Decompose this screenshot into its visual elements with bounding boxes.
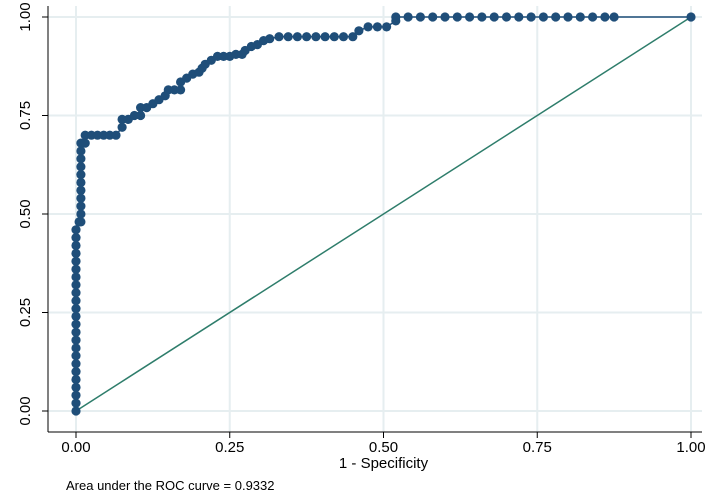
roc-point (415, 12, 425, 22)
roc-point (563, 12, 573, 22)
roc-point (71, 240, 81, 251)
roc-point (71, 256, 81, 266)
roc-point (311, 32, 321, 42)
roc-point (600, 12, 610, 22)
roc-point (320, 32, 330, 42)
roc-point (292, 32, 302, 42)
roc-point (71, 296, 81, 306)
roc-point (428, 12, 438, 22)
roc-point (71, 367, 81, 377)
roc-point (76, 193, 86, 203)
roc-point (71, 288, 81, 298)
y-tick-label: 0.50 (17, 199, 34, 228)
roc-point (372, 22, 382, 32)
roc-point (71, 311, 81, 321)
roc-point (71, 280, 81, 290)
y-tick-label: 0.25 (17, 298, 34, 327)
roc-point (452, 12, 462, 22)
roc-point (329, 32, 339, 42)
roc-point (71, 335, 81, 345)
roc-point (391, 12, 401, 22)
roc-point (76, 217, 86, 227)
roc-point (71, 225, 81, 235)
roc-point (176, 85, 186, 95)
roc-point (551, 12, 561, 22)
roc-point (382, 22, 392, 32)
roc-point (71, 382, 81, 392)
roc-point (489, 12, 499, 22)
roc-point (440, 12, 450, 22)
roc-point (538, 12, 549, 22)
roc-point (71, 343, 81, 353)
roc-point (80, 138, 90, 148)
reference-line-layer (75, 16, 692, 412)
roc-point (71, 264, 81, 274)
roc-point (71, 248, 81, 258)
roc-point (76, 154, 86, 164)
auc-note: Area under the ROC curve = 0.9332 (66, 478, 274, 493)
roc-point (136, 110, 146, 121)
roc-point (274, 32, 284, 42)
x-tick-label: 1.00 (676, 439, 705, 456)
roc-point (465, 12, 475, 22)
roc-point (117, 122, 127, 132)
roc-point (71, 359, 81, 369)
roc-point (76, 162, 86, 172)
roc-curve-layer (71, 12, 696, 416)
roc-point (338, 32, 349, 42)
roc-point (71, 374, 81, 385)
roc-point (354, 26, 364, 36)
roc-point (575, 12, 585, 22)
roc-point (76, 177, 86, 188)
roc-point (588, 12, 598, 22)
roc-point (71, 406, 81, 416)
y-tick-label: 1.00 (17, 2, 34, 31)
roc-point (76, 201, 86, 211)
x-tick-label: 0.00 (61, 439, 90, 456)
roc-point (71, 233, 81, 243)
roc-point (514, 12, 524, 22)
roc-point (71, 390, 81, 400)
roc-point (477, 12, 487, 22)
x-axis-ticks: 0.00 0.25 0.50 0.75 1.00 (61, 432, 706, 456)
roc-point (71, 272, 81, 282)
roc-point (76, 185, 86, 195)
roc-point (76, 209, 86, 219)
roc-point (403, 12, 413, 22)
reference-line (75, 16, 692, 412)
roc-point (526, 12, 536, 22)
roc-point (71, 398, 81, 408)
roc-point (76, 170, 86, 180)
roc-point (265, 34, 275, 44)
roc-point (71, 319, 81, 329)
roc-point (111, 130, 121, 140)
y-axis-ticks: 0.00 0.25 0.50 0.75 1.00 (17, 2, 48, 426)
roc-point (76, 146, 86, 156)
x-tick-label: 0.75 (523, 439, 552, 456)
x-tick-label: 0.50 (369, 439, 398, 456)
roc-point (609, 12, 619, 22)
roc-point (283, 32, 293, 42)
y-tick-label: 0.00 (17, 396, 34, 425)
roc-point (348, 32, 358, 42)
roc-point (71, 327, 81, 337)
roc-point (686, 12, 696, 22)
y-tick-label: 0.75 (17, 101, 34, 130)
roc-point (363, 22, 373, 32)
roc-point (302, 32, 312, 42)
roc-point (501, 12, 512, 22)
x-axis-title: 1 - Specificity (339, 455, 429, 472)
x-tick-label: 0.25 (215, 439, 244, 456)
roc-point (71, 304, 81, 314)
roc-point (71, 351, 81, 361)
plot-frame (47, 6, 702, 433)
